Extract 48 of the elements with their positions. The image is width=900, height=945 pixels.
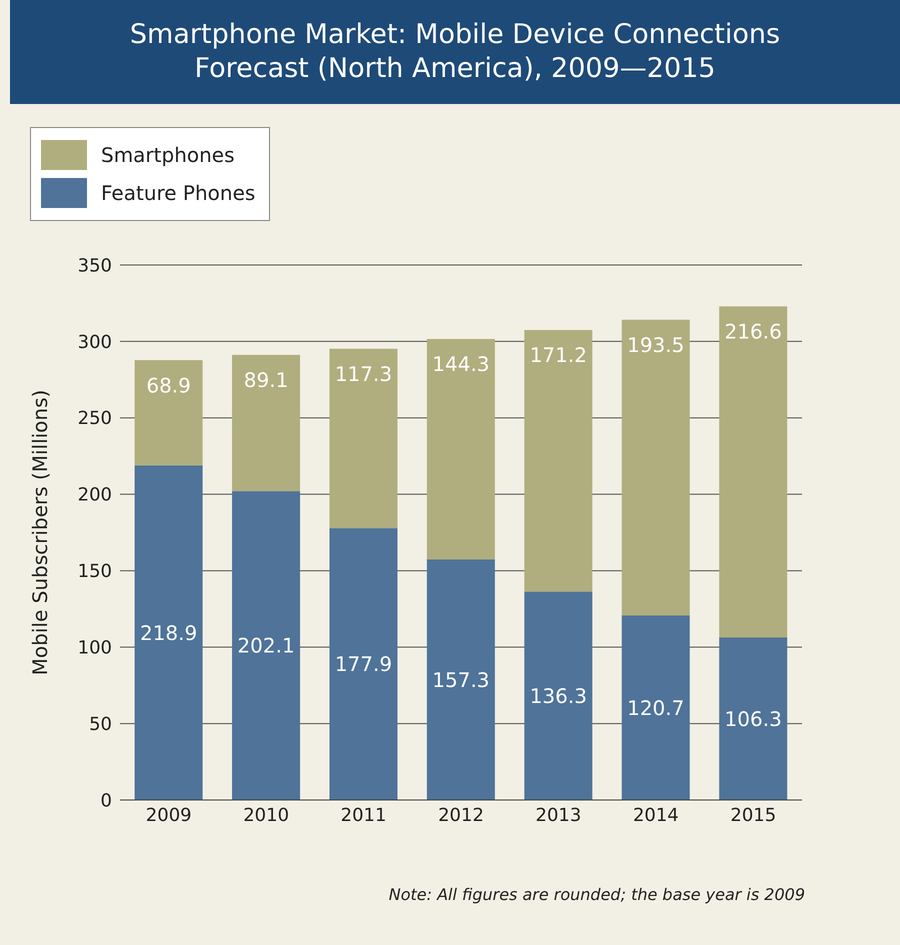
data-label: 120.7 (627, 696, 684, 720)
y-tick-label: 250 (78, 408, 112, 430)
data-label: 177.9 (334, 652, 392, 676)
data-label: 136.3 (530, 684, 587, 708)
bar (232, 491, 300, 800)
data-label: 202.1 (237, 634, 295, 658)
data-label: 106.3 (724, 706, 782, 731)
bar (622, 320, 690, 616)
x-tick-label: 2014 (632, 804, 679, 826)
bar (719, 306, 788, 638)
bar (134, 465, 203, 800)
bar (719, 638, 788, 800)
bar (232, 354, 300, 492)
x-tick-label: 2012 (438, 804, 484, 826)
data-label: 171.2 (530, 343, 587, 368)
x-tick-label: 2015 (730, 804, 776, 826)
y-tick-label: 0 (100, 790, 112, 812)
y-tick-label: 50 (89, 714, 112, 735)
y-tick-label: 350 (78, 255, 112, 276)
y-tick-label: 150 (78, 561, 112, 582)
y-tick-label: 100 (78, 638, 112, 659)
bar (426, 338, 495, 560)
bar (426, 560, 495, 800)
x-tick-label: 2011 (340, 804, 386, 826)
bar (622, 616, 690, 800)
chart-title: Smartphone Market: Mobile Device Connections Forecast (North America), 2009—2015 (128, 18, 782, 86)
data-label: 89.1 (244, 368, 288, 392)
y-tick-label: 300 (78, 332, 112, 353)
legend-label: Smartphones (101, 143, 235, 167)
bar (524, 330, 592, 592)
y-axis-title: Mobile Subscribers (Millions) (28, 390, 52, 676)
data-label: 218.9 (140, 620, 198, 645)
x-tick-label: 2010 (243, 804, 290, 826)
data-label: 68.9 (146, 373, 191, 398)
y-tick-label: 200 (78, 484, 112, 506)
bar (329, 348, 398, 528)
legend-label: Feature Phones (101, 181, 256, 205)
bar (524, 592, 592, 800)
bar (329, 528, 398, 800)
text: Note: All figures are rounded; the base year is 2009 (388, 885, 805, 904)
data-label: 157.3 (432, 668, 490, 692)
x-tick-label: 2009 (146, 804, 192, 826)
data-label: 144.3 (432, 352, 490, 376)
bar (134, 360, 203, 466)
data-label: 193.5 (627, 332, 684, 357)
data-label: 216.6 (724, 320, 782, 344)
x-tick-label: 2013 (536, 804, 582, 826)
data-label: 117.3 (334, 362, 392, 386)
